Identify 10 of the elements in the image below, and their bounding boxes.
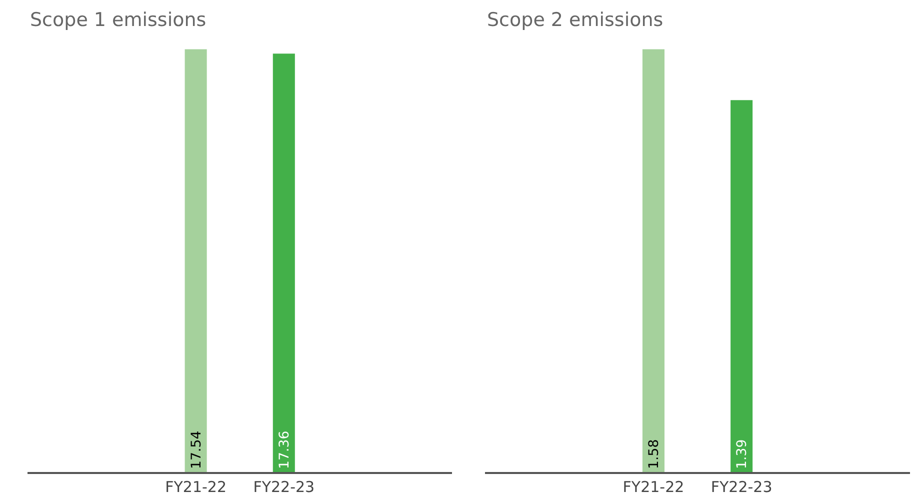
x-tick-label: FY22-23 [253,478,315,496]
chart-title: Scope 1 emissions [30,9,206,31]
data-label: 17.36 [277,430,292,469]
data-label: 17.54 [189,430,204,469]
x-tick-label: FY22-23 [710,478,772,496]
x-tick-label: FY21-22 [165,478,227,496]
x-tick-label: FY21-22 [622,478,684,496]
chart-title: Scope 2 emissions [487,9,664,31]
data-label: 1.58 [646,439,662,469]
data-label: 1.39 [735,439,750,469]
